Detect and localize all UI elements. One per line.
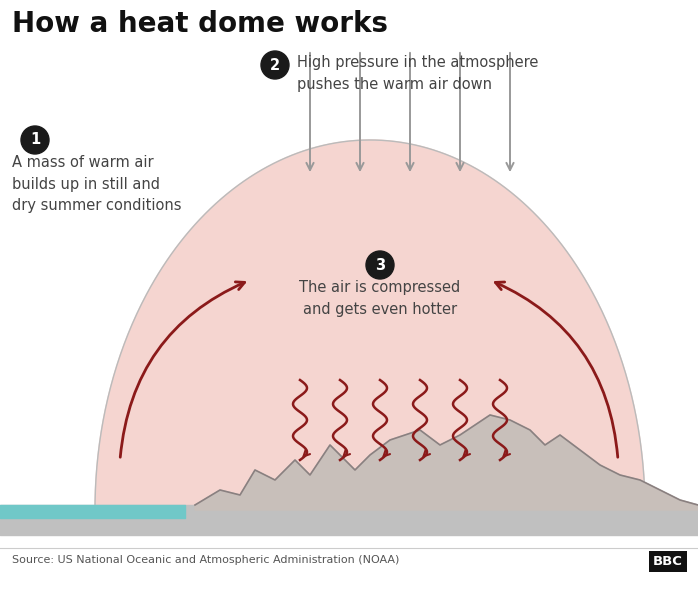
Circle shape bbox=[261, 51, 289, 79]
Text: High pressure in the atmosphere
pushes the warm air down: High pressure in the atmosphere pushes t… bbox=[297, 55, 538, 92]
Text: The air is compressed
and gets even hotter: The air is compressed and gets even hott… bbox=[299, 280, 461, 317]
Circle shape bbox=[21, 126, 49, 154]
Text: A mass of warm air
builds up in still and
dry summer conditions: A mass of warm air builds up in still an… bbox=[12, 155, 181, 213]
Text: 2: 2 bbox=[270, 57, 280, 73]
Text: Source: US National Oceanic and Atmospheric Administration (NOAA): Source: US National Oceanic and Atmosphe… bbox=[12, 555, 399, 565]
Text: 3: 3 bbox=[375, 258, 385, 272]
Polygon shape bbox=[195, 415, 698, 510]
Text: BBC: BBC bbox=[653, 555, 683, 568]
Polygon shape bbox=[95, 140, 645, 510]
Circle shape bbox=[366, 251, 394, 279]
Text: 1: 1 bbox=[30, 132, 40, 148]
FancyArrowPatch shape bbox=[496, 282, 618, 457]
Text: How a heat dome works: How a heat dome works bbox=[12, 10, 388, 38]
FancyArrowPatch shape bbox=[120, 282, 244, 457]
